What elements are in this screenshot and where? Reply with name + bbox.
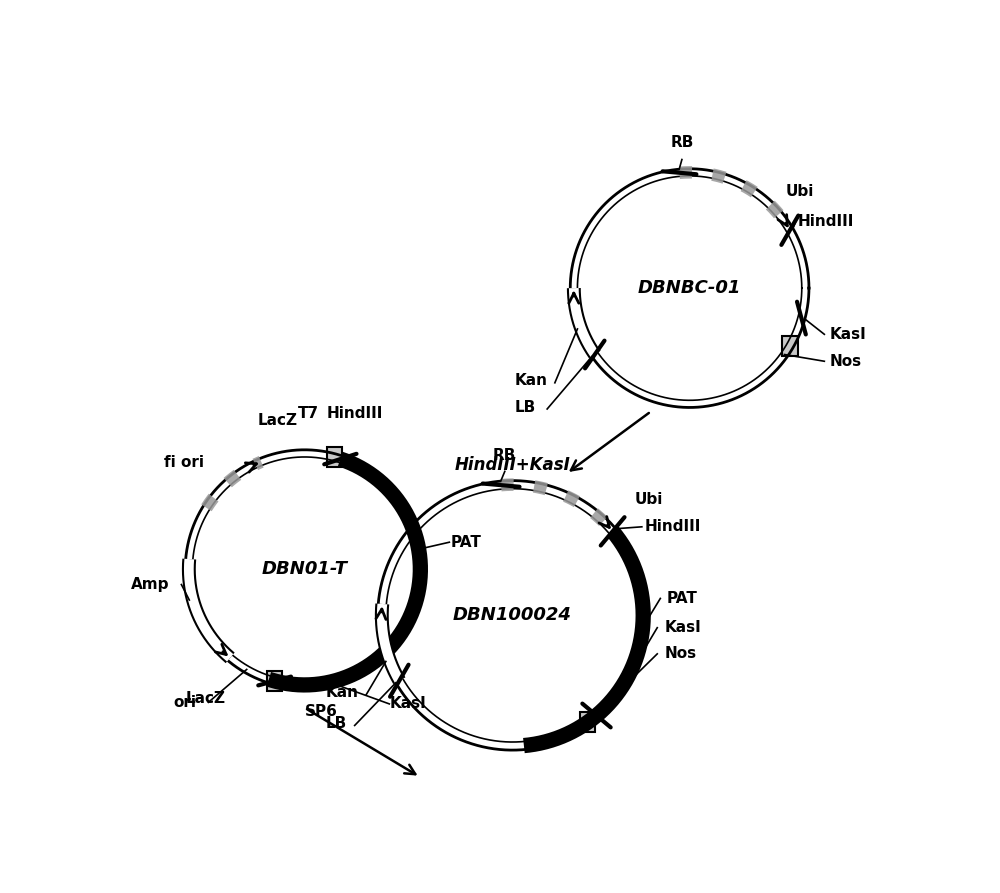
Text: KasI: KasI xyxy=(389,697,426,712)
Text: Ubi: Ubi xyxy=(634,492,663,507)
Text: LacZ: LacZ xyxy=(258,413,298,429)
Text: LB: LB xyxy=(326,715,347,730)
Text: PAT: PAT xyxy=(666,591,697,606)
Text: Nos: Nos xyxy=(665,647,697,662)
Text: RB: RB xyxy=(493,448,516,463)
Text: Kan: Kan xyxy=(326,685,358,700)
Text: LB: LB xyxy=(514,400,536,415)
Text: HindIII+KasI: HindIII+KasI xyxy=(455,456,570,474)
Text: HindIII: HindIII xyxy=(797,213,854,229)
Text: SP6: SP6 xyxy=(305,704,338,719)
Text: T7: T7 xyxy=(298,406,319,421)
Bar xyxy=(267,671,282,691)
Bar xyxy=(327,447,342,467)
Text: PAT: PAT xyxy=(451,535,482,550)
Text: Amp: Amp xyxy=(131,577,170,592)
Text: RB: RB xyxy=(670,135,694,150)
Text: Kan: Kan xyxy=(514,373,547,388)
Text: ori: ori xyxy=(174,695,197,710)
Text: Nos: Nos xyxy=(830,354,862,369)
Text: DBN01-T: DBN01-T xyxy=(262,560,348,578)
Text: KasI: KasI xyxy=(830,327,866,342)
Text: fi ori: fi ori xyxy=(164,455,205,471)
Text: DBNBC-01: DBNBC-01 xyxy=(638,280,741,297)
Text: HindIII: HindIII xyxy=(645,520,701,534)
Text: KasI: KasI xyxy=(665,620,702,635)
Bar xyxy=(580,713,595,732)
Text: LacZ: LacZ xyxy=(186,691,226,706)
Text: HindIII: HindIII xyxy=(326,406,383,421)
Text: DBN100024: DBN100024 xyxy=(453,606,572,624)
Bar xyxy=(782,336,798,356)
Text: Ubi: Ubi xyxy=(786,184,814,199)
